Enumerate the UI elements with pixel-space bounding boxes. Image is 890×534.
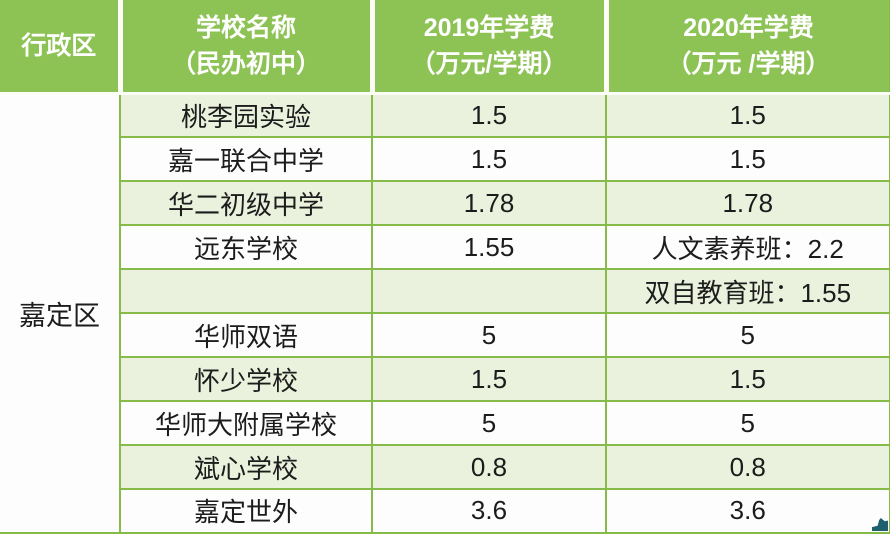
fee-2019-cell: 5 [371,312,607,358]
fee-2019-cell [371,268,607,314]
header-row: 行政区 学校名称 （民办初中） 2019年学费 （万元/学期） 2020年学费 … [0,0,890,95]
fee-2019-cell: 0.8 [371,444,607,490]
table-row: 华师双语 5 5 [0,312,890,358]
header-fee-2019: 2019年学费 （万元/学期） [369,0,606,95]
header-district: 行政区 [0,0,120,95]
school-cell: 嘉定世外 [119,488,373,534]
fee-2019-cell: 1.5 [371,356,607,402]
fee-2019-cell: 1.55 [371,224,607,270]
header-district-label: 行政区 [21,31,97,60]
fee-2020-cell: 0.8 [605,444,890,490]
table-row: 嘉定世外 3.6 3.6 [0,488,890,534]
fee-2020-cell: 人文素养班：2.2 [605,224,890,270]
header-school-line1: 学校名称 [195,13,296,42]
fee-2019-cell: 1.5 [371,136,607,182]
table-row: 华师大附属学校 5 5 [0,400,890,446]
table-row: 华二初级中学 1.78 1.78 [0,180,890,226]
fee-2019-cell: 3.6 [371,488,607,534]
fee-2019-cell: 5 [371,400,607,446]
fee-2020-cell: 1.5 [605,356,890,402]
header-school-name: 学校名称 （民办初中） [117,0,372,95]
school-cell: 嘉一联合中学 [119,136,373,182]
fee-2020-cell: 5 [605,400,890,446]
fee-2020-cell: 双自教育班：1.55 [605,268,890,314]
school-cell: 远东学校 [119,224,373,270]
table-row: 远东学校 1.55 人文素养班：2.2 [0,224,890,270]
school-cell: 怀少学校 [119,356,373,402]
fee-2020-cell: 1.78 [605,180,890,226]
fee-2020-cell: 1.5 [605,136,890,182]
header-fee-2020-line2: （万元 /学期） [666,49,831,78]
header-school-line2: （民办初中） [170,49,321,78]
header-fee-2019-line1: 2019年学费 [423,13,555,42]
school-cell: 华师双语 [119,312,373,358]
fee-2020-cell: 5 [605,312,890,358]
table-row: 双自教育班：1.55 [0,268,890,314]
header-fee-2020: 2020年学费 （万元 /学期） [603,0,890,95]
table-row: 嘉定区 桃李园实验 1.5 1.5 [0,92,890,534]
table-row: 斌心学校 0.8 0.8 [0,444,890,490]
school-cell: 斌心学校 [119,444,373,490]
header-fee-2019-line2: （万元/学期） [410,49,568,78]
header-fee-2020-line1: 2020年学费 [683,13,814,42]
school-cell: 华二初级中学 [119,180,373,226]
school-cell [119,268,373,314]
school-cell: 华师大附属学校 [119,400,373,446]
fee-2020-cell: 1.5 [605,92,890,138]
fee-2019-cell: 1.5 [371,92,607,138]
school-cell: 桃李园实验 [119,92,373,138]
district-cell: 嘉定区 [0,92,121,534]
fee-2020-cell: 3.6 [605,488,890,534]
table-row: 嘉一联合中学 1.5 1.5 [0,136,890,182]
table-row: 怀少学校 1.5 1.5 [0,356,890,402]
fee-2019-cell: 1.78 [371,180,607,226]
